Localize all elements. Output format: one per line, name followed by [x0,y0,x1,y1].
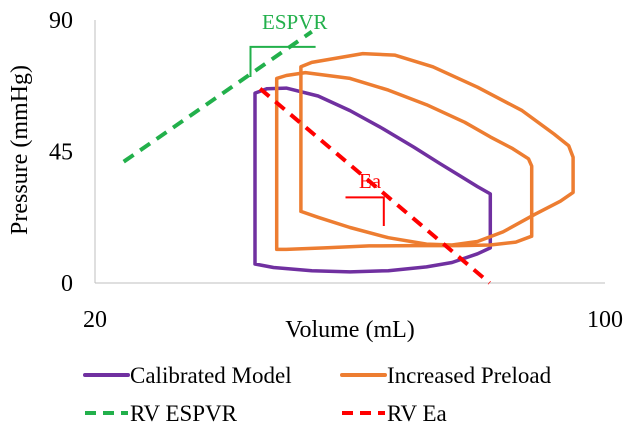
legend-item-rv-ea: RV Ea [342,401,447,426]
legend-label-calibrated-model: Calibrated Model [130,363,292,388]
x-tick-label-100: 100 [587,307,623,333]
y-axis-label: Pressure (mmHg) [7,65,33,235]
annotation-espvr: ESPVR [249,10,327,77]
x-axis-label: Volume (mL) [285,317,415,343]
series-increased-preload-2 [299,51,575,247]
legend-item-increased-preload: Increased Preload [340,363,552,388]
series-rv-ea [258,87,491,285]
annotation-label-ea: Ea [359,169,382,193]
y-tick-label-45: 45 [49,140,73,166]
annotations: ESPVR Ea [249,10,385,226]
legend-label-increased-preload: Increased Preload [387,363,552,388]
plot-area [122,30,575,285]
x-tick-labels: 20 100 [83,307,623,333]
y-tick-label-90: 90 [49,8,73,34]
annotation-bracket-ea [345,196,385,226]
legend-label-rv-ea: RV Ea [387,401,447,426]
legend-item-calibrated-model: Calibrated Model [83,363,292,388]
annotation-label-espvr: ESPVR [262,10,327,34]
series-rv-espvr [122,30,313,164]
legend-item-rv-espvr: RV ESPVR [85,401,238,426]
legend-label-rv-espvr: RV ESPVR [130,401,238,426]
x-tick-label-20: 20 [83,307,107,333]
legend: Calibrated Model Increased Preload RV ES… [83,363,552,426]
annotation-ea: Ea [345,169,385,226]
annotation-bracket-espvr [249,45,316,77]
series-increased-preload [274,70,534,252]
y-tick-label-0: 0 [61,271,73,297]
axes [94,20,605,284]
y-tick-labels: 0 45 90 [49,8,73,297]
